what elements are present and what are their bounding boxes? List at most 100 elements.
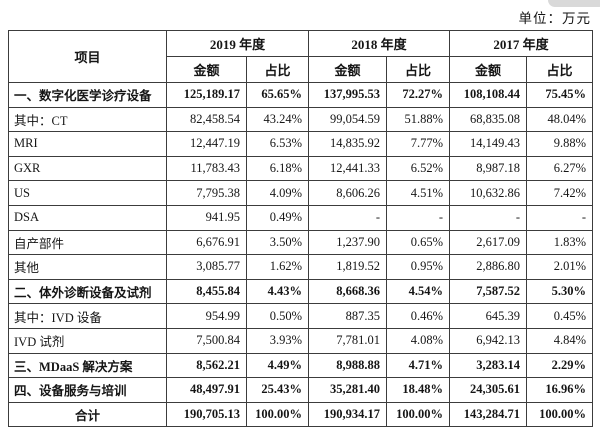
year-header-2018: 2018 年度 <box>308 30 451 57</box>
table-row: 其他 3,085.77 1.62% 1,819.52 0.95% 2,886.80 2.01… <box>8 254 594 280</box>
ratio-header-2018: 占比 <box>386 56 451 83</box>
ratio-cell: 43.24% <box>245 106 310 133</box>
table-row: US 7,795.38 4.09% 8,606.26 4.51% 10,632.86 7.4… <box>8 180 594 206</box>
corner-artifact <box>548 0 600 7</box>
ratio-cell: 0.46% <box>386 303 451 329</box>
ratio-cell: 7.77% <box>386 131 451 157</box>
amount-cell: 1,237.90 <box>308 229 388 256</box>
table-row: 其中：IVD 设备 954.99 0.50% 887.35 0.46% 645.39 0.4… <box>8 303 594 329</box>
ratio-cell: 2.29% <box>526 352 594 379</box>
table-row: 三、MDaaS 解决方案 8,562.21 4.49% 8,988.88 4.71% 3,… <box>8 352 594 379</box>
amount-cell: 7,781.01 <box>308 327 388 354</box>
amount-cell: 35,281.40 <box>308 377 388 403</box>
table-row: IVD 试剂 7,500.84 3.93% 7,781.01 4.08% 6,942.13… <box>8 327 594 354</box>
amount-cell: 8,606.26 <box>308 180 388 206</box>
ratio-cell: 2.01% <box>526 254 594 280</box>
table-row: 一、数字化医学诊疗设备 125,189.17 65.65% 137,995.53 72.… <box>8 82 594 108</box>
ratio-header-2019: 占比 <box>245 56 310 83</box>
row-label: 其他 <box>8 254 167 280</box>
amount-cell: 2,617.09 <box>449 229 528 256</box>
amount-cell: 190,934.17 <box>308 401 388 428</box>
row-label: 三、MDaaS 解决方案 <box>8 352 167 379</box>
table-row: 合计 190,705.13 100.00% 190,934.17 100.00% 143,… <box>8 401 594 428</box>
ratio-cell: 16.96% <box>526 377 594 403</box>
ratio-cell: - <box>386 204 451 231</box>
amount-cell: 10,632.86 <box>449 180 528 206</box>
amount-cell: 190,705.13 <box>166 401 247 428</box>
ratio-cell: - <box>526 204 594 231</box>
ratio-cell: 100.00% <box>526 401 594 428</box>
amount-cell: 7,587.52 <box>449 278 528 305</box>
amount-header-2017: 金额 <box>449 56 528 83</box>
table-body: 一、数字化医学诊疗设备 125,189.17 65.65% 137,995.53 72.… <box>8 82 594 428</box>
amount-cell: 137,995.53 <box>308 82 388 108</box>
ratio-cell: 18.48% <box>386 377 451 403</box>
amount-cell: 8,562.21 <box>166 352 247 379</box>
row-label: 其中：CT <box>8 106 167 133</box>
amount-cell: - <box>308 204 388 231</box>
ratio-cell: 4.71% <box>386 352 451 379</box>
amount-cell: 954.99 <box>166 303 247 329</box>
ratio-cell: 6.18% <box>245 155 310 182</box>
amount-cell: 8,987.18 <box>449 155 528 182</box>
row-label: IVD 试剂 <box>8 327 167 354</box>
ratio-cell: 0.65% <box>386 229 451 256</box>
year-header-2019: 2019 年度 <box>165 30 310 57</box>
amount-cell: 2,886.80 <box>449 254 528 280</box>
amount-cell: 99,054.59 <box>308 106 388 133</box>
ratio-cell: 4.51% <box>386 180 451 206</box>
amount-cell: 8,455.84 <box>166 278 247 305</box>
ratio-cell: 51.88% <box>386 106 451 133</box>
unit-label: 单位：万元 <box>518 11 591 26</box>
row-label: 自产部件 <box>8 229 167 256</box>
amount-cell: 143,284.71 <box>449 401 528 428</box>
header-row-subcolumns: 金额 占比 金额 占比 金额 占比 <box>9 56 594 83</box>
ratio-cell: 0.50% <box>245 303 310 329</box>
row-label: 其中：IVD 设备 <box>8 303 167 329</box>
ratio-cell: 1.83% <box>526 229 594 256</box>
table-row: 自产部件 6,676.91 3.50% 1,237.90 0.65% 2,617.09 1.… <box>8 229 594 256</box>
ratio-cell: 4.49% <box>245 352 310 379</box>
ratio-cell: 65.65% <box>245 82 310 108</box>
table-row: DSA 941.95 0.49% - - - - <box>8 204 594 231</box>
amount-cell: 48,497.91 <box>166 377 247 403</box>
row-label: 二、体外诊断设备及试剂 <box>8 278 167 305</box>
year-header-2017: 2017 年度 <box>449 30 594 57</box>
ratio-cell: 3.50% <box>245 229 310 256</box>
table-row: 其中：CT 82,458.54 43.24% 99,054.59 51.88% 68,83… <box>8 106 594 133</box>
ratio-cell: 0.45% <box>526 303 594 329</box>
amount-cell: 68,835.08 <box>449 106 528 133</box>
amount-cell: 887.35 <box>308 303 388 329</box>
item-column-header: 项目 <box>8 30 167 83</box>
amount-cell: 82,458.54 <box>166 106 247 133</box>
row-label: US <box>8 180 167 206</box>
row-label: DSA <box>8 204 167 231</box>
row-label: 合计 <box>8 401 167 428</box>
ratio-cell: 48.04% <box>526 106 594 133</box>
ratio-cell: 3.93% <box>245 327 310 354</box>
amount-cell: 6,942.13 <box>449 327 528 354</box>
amount-header-2019: 金额 <box>166 56 247 83</box>
amount-cell: 8,988.88 <box>308 352 388 379</box>
amount-cell: 108,108.44 <box>449 82 528 108</box>
revenue-breakdown-table: 项目 2019 年度 2018 年度 2017 年度 金额 占比 金额 占比 金… <box>8 30 594 428</box>
row-label: GXR <box>8 155 167 182</box>
amount-cell: - <box>449 204 528 231</box>
row-label: 一、数字化医学诊疗设备 <box>8 82 167 108</box>
ratio-cell: 4.09% <box>245 180 310 206</box>
amount-cell: 3,085.77 <box>166 254 247 280</box>
ratio-cell: 25.43% <box>245 377 310 403</box>
ratio-cell: 5.30% <box>526 278 594 305</box>
ratio-cell: 72.27% <box>386 82 451 108</box>
amount-cell: 12,441.33 <box>308 155 388 182</box>
ratio-cell: 6.52% <box>386 155 451 182</box>
ratio-cell: 75.45% <box>526 82 594 108</box>
ratio-cell: 4.08% <box>386 327 451 354</box>
table-row: 二、体外诊断设备及试剂 8,455.84 4.43% 8,668.36 4.54% 7,5… <box>8 278 594 305</box>
ratio-cell: 4.54% <box>386 278 451 305</box>
ratio-cell: 0.95% <box>386 254 451 280</box>
table-row: GXR 11,783.43 6.18% 12,441.33 6.52% 8,987.18 6… <box>8 155 594 182</box>
table-header: 项目 2019 年度 2018 年度 2017 年度 金额 占比 金额 占比 金… <box>8 30 594 83</box>
ratio-cell: 6.27% <box>526 155 594 182</box>
amount-cell: 14,835.92 <box>308 131 388 157</box>
